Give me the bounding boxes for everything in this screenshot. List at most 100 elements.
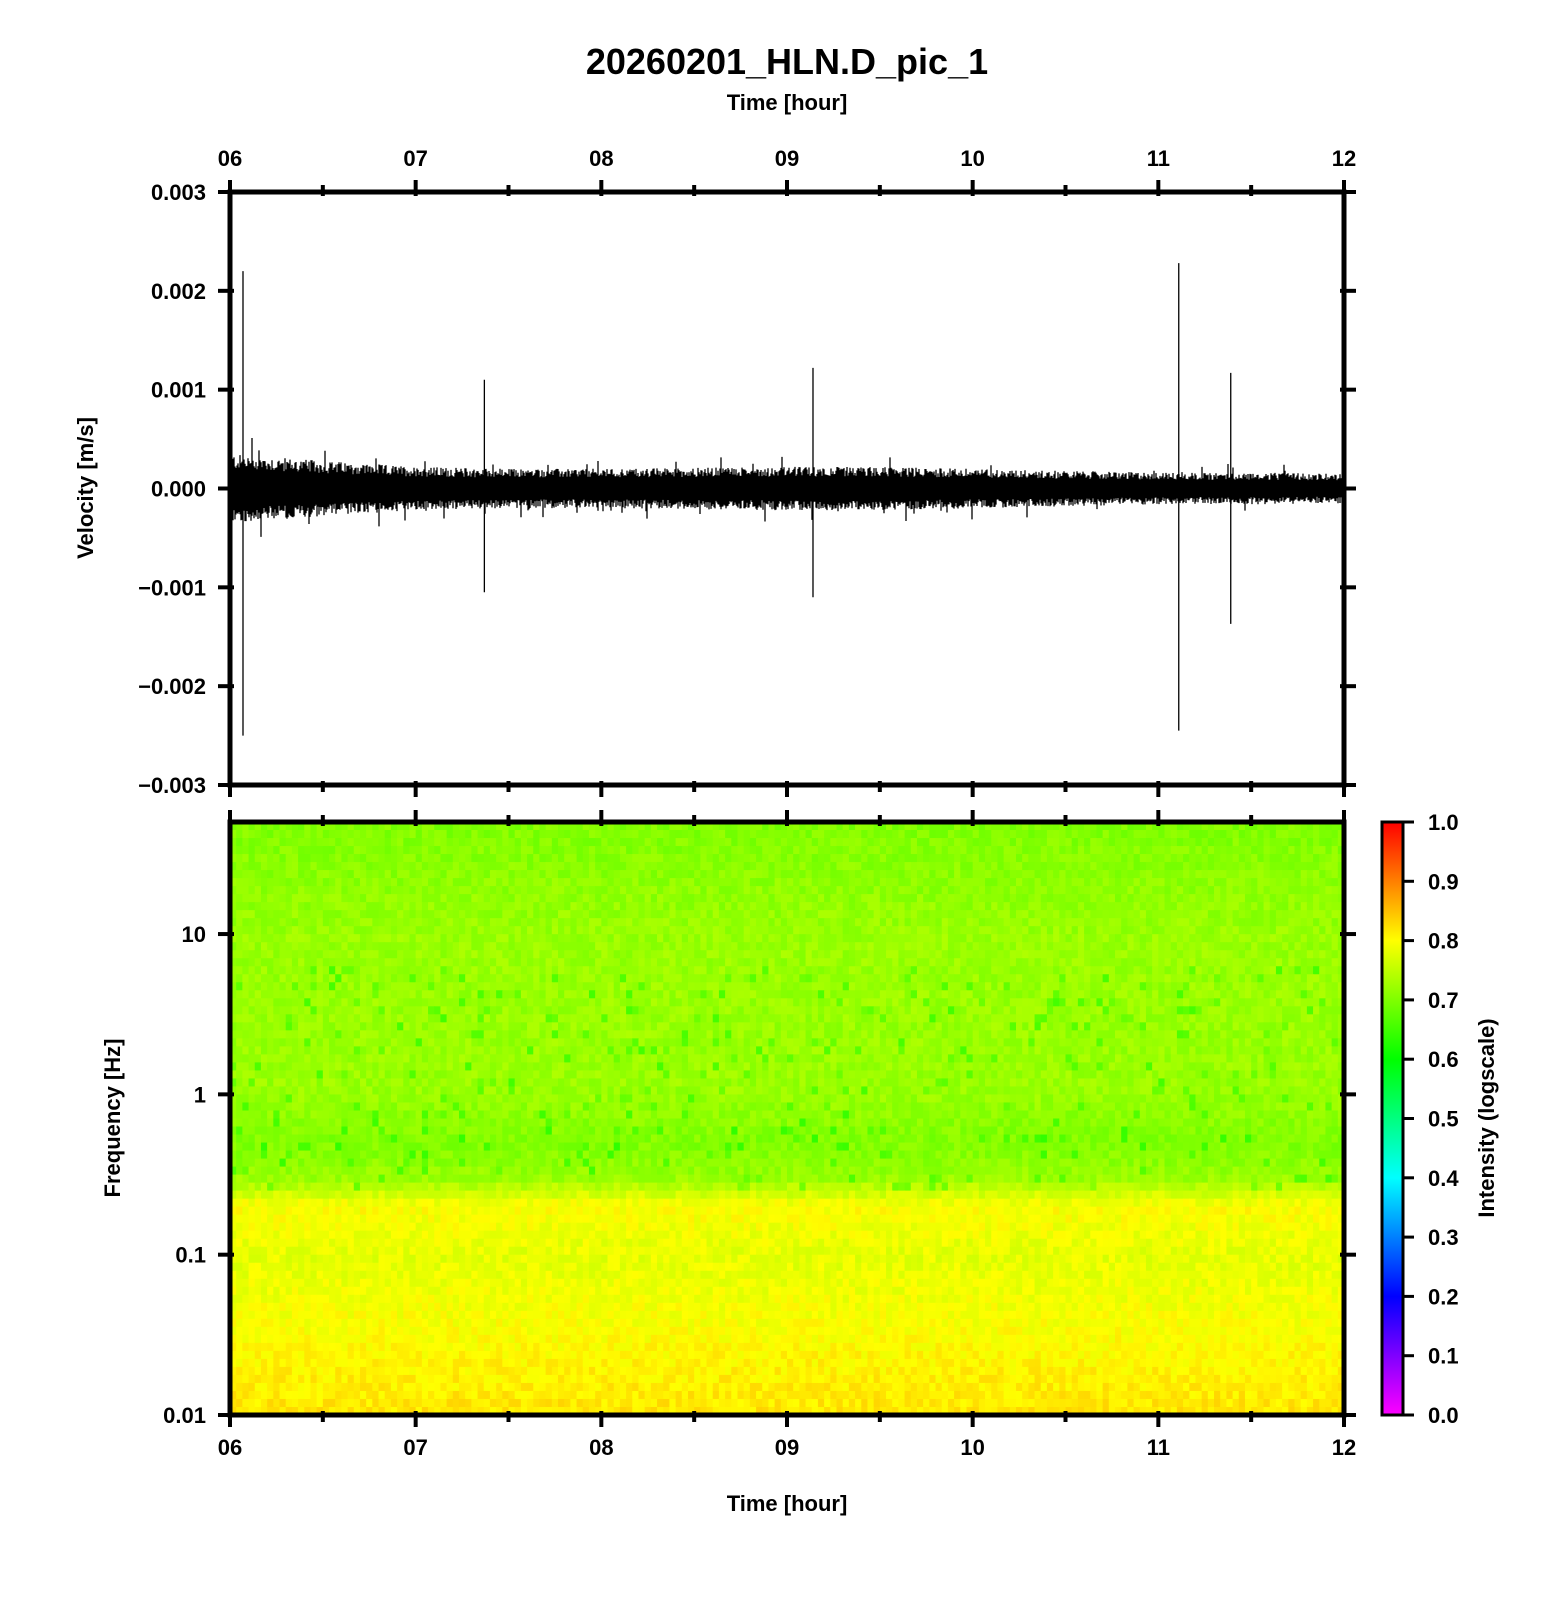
spectrogram-cell	[626, 926, 633, 935]
spectrogram-cell	[533, 1030, 541, 1039]
spectrogram-cell	[279, 918, 287, 927]
spectrogram-cell	[978, 982, 986, 991]
spectrogram-cell	[997, 1030, 1005, 1039]
spectrogram-cell	[440, 1022, 448, 1031]
spectrogram-cell	[508, 990, 516, 999]
spectrogram-cell	[298, 822, 305, 831]
spectrogram-cell	[817, 950, 825, 959]
spectrogram-cell	[1152, 990, 1159, 999]
spectrogram-cell	[1046, 926, 1054, 935]
spectrogram-cell	[1034, 926, 1042, 935]
spectrogram-cell	[236, 990, 243, 999]
spectrogram-cell	[954, 982, 961, 991]
spectrogram-cell	[1108, 854, 1116, 863]
spectrogram-cell	[539, 854, 547, 863]
spectrogram-cell	[1319, 918, 1327, 927]
spectrogram-cell	[1337, 934, 1345, 943]
spectrogram-cell	[768, 998, 776, 1007]
spectrogram-cell	[1170, 830, 1178, 839]
spectrogram-cell	[1244, 918, 1252, 927]
spectrogram-cell	[316, 1030, 324, 1039]
spectrogram-cell	[1313, 958, 1320, 967]
spectrogram-cell	[1306, 974, 1314, 983]
spectrogram-cell	[904, 1030, 912, 1039]
spectrogram-cell	[1028, 894, 1036, 903]
spectrogram-cell	[1319, 910, 1327, 919]
spectrogram-cell	[1009, 974, 1017, 983]
spectrogram-cell	[304, 870, 312, 879]
spectrogram-cell	[842, 926, 850, 935]
spectrogram-cell	[1084, 918, 1091, 927]
spectrogram-cell	[935, 918, 943, 927]
y-tick-label: −0.002	[138, 674, 206, 699]
spectrogram-cell	[1084, 902, 1091, 911]
spectrogram-cell	[1214, 902, 1221, 911]
spectrogram-cell	[626, 950, 633, 959]
spectrogram-cell	[298, 1030, 305, 1039]
spectrogram-cell	[650, 1022, 658, 1031]
spectrogram-cell	[397, 926, 404, 935]
spectrogram-cell	[545, 942, 553, 951]
spectrogram-cell	[242, 982, 250, 991]
spectrogram-cell	[230, 982, 237, 991]
spectrogram-cell	[304, 926, 312, 935]
spectrogram-cell	[935, 998, 943, 1007]
spectrogram-cell	[335, 838, 342, 847]
spectrogram-cell	[322, 854, 330, 863]
spectrogram-cell	[236, 862, 243, 871]
spectrogram-cell	[1046, 966, 1054, 975]
spectrogram-cell	[712, 966, 720, 975]
spectrogram-cell	[1139, 958, 1147, 967]
spectrogram-cell	[626, 862, 633, 871]
spectrogram-cell	[1331, 902, 1339, 911]
spectrogram-cell	[681, 990, 689, 999]
spectrogram-cell	[873, 902, 881, 911]
spectrogram-cell	[471, 846, 479, 855]
spectrogram-cell	[910, 886, 918, 895]
spectrogram-cell	[1145, 1006, 1153, 1015]
spectrogram-cell	[588, 974, 596, 983]
spectrogram-cell	[335, 878, 342, 887]
spectrogram-cell	[304, 1014, 312, 1023]
spectrogram-cell	[694, 990, 701, 999]
spectrogram-cell	[545, 846, 553, 855]
spectrogram-cell	[935, 838, 943, 847]
spectrogram-cell	[359, 886, 367, 895]
spectrogram-cell	[230, 990, 237, 999]
spectrogram-cell	[310, 966, 318, 975]
spectrogram-cell	[607, 830, 615, 839]
spectrogram-cell	[626, 1022, 633, 1031]
spectrogram-cell	[941, 854, 949, 863]
spectrogram-cell	[817, 1006, 825, 1015]
spectrogram-cell	[1077, 958, 1085, 967]
spectrogram-cell	[824, 910, 831, 919]
spectrogram-cell	[1238, 870, 1246, 879]
spectrogram-cell	[390, 918, 398, 927]
spectrogram-cell	[564, 1006, 571, 1015]
spectrogram-cell	[1059, 830, 1067, 839]
spectrogram-cell	[1164, 902, 1172, 911]
spectrogram-cell	[458, 878, 466, 887]
spectrogram-cell	[230, 1038, 237, 1047]
spectrogram-cell	[855, 918, 862, 927]
spectrogram-cell	[737, 902, 745, 911]
spectrogram-cell	[397, 1022, 404, 1031]
spectrogram-cell	[527, 982, 534, 991]
spectrogram-cell	[1170, 958, 1178, 967]
spectrogram-cell	[632, 838, 640, 847]
spectrogram-cell	[793, 886, 800, 895]
spectrogram-cell	[329, 1022, 336, 1031]
spectrogram-cell	[1183, 902, 1190, 911]
spectrogram-cell	[929, 966, 937, 975]
spectrogram-cell	[626, 854, 633, 863]
spectrogram-cell	[873, 934, 881, 943]
spectrogram-cell	[1282, 966, 1289, 975]
spectrogram-cell	[1189, 894, 1197, 903]
spectrogram-cell	[941, 990, 949, 999]
spectrogram-cell	[991, 1022, 999, 1031]
spectrogram-cell	[793, 1030, 800, 1039]
spectrogram-cell	[780, 918, 788, 927]
spectrogram-cell	[421, 870, 429, 879]
spectrogram-cell	[811, 966, 819, 975]
spectrogram-cell	[1331, 926, 1339, 935]
